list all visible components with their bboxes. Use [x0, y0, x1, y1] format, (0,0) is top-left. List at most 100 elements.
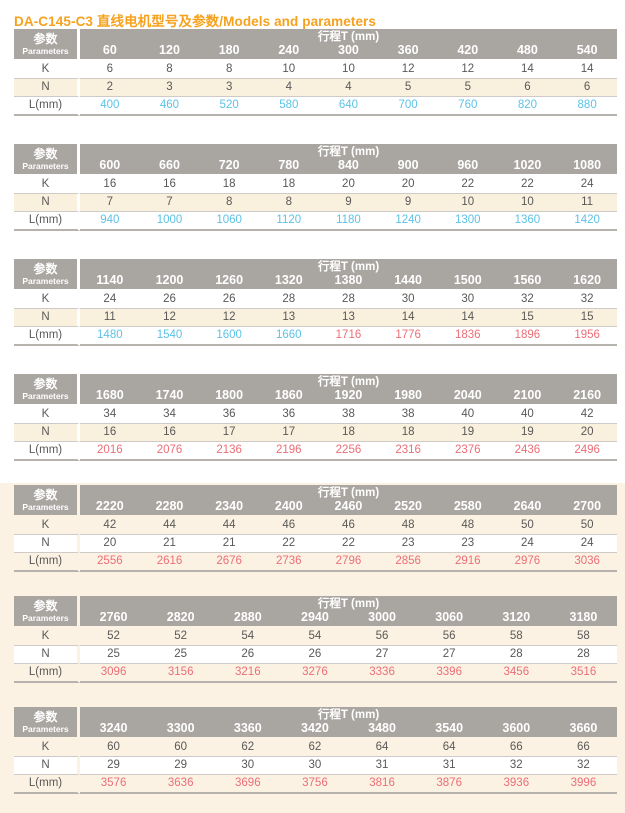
l-value-cell: 2976	[497, 553, 558, 572]
table-header: 参数 Parameters 行程T (mm) 600 660 720 780 840 90…	[14, 144, 617, 176]
l-value-cell: 880	[557, 97, 617, 116]
k-value-cell: 30	[378, 291, 438, 309]
k-value-cell: 40	[437, 406, 498, 424]
n-value-cell: 30	[281, 757, 349, 775]
k-value-cell: 18	[258, 176, 319, 194]
l-value-cell: 1836	[437, 327, 498, 346]
k-value-cell: 66	[482, 739, 550, 757]
l-value-cell: 820	[497, 97, 558, 116]
row-label-n: N	[14, 757, 80, 775]
stroke-header-cell: 行程T (mm)	[80, 29, 617, 44]
param-header-cell: 参数 Parameters	[14, 29, 80, 61]
l-value-cell: 2076	[139, 442, 200, 461]
l-row: L(mm) 400 460 520 580 640 700 760 820 880	[14, 97, 617, 116]
table-header: 参数 Parameters 行程T (mm) 3240 3300 3360 3420 3…	[14, 707, 617, 739]
param-label-zh: 参数	[33, 32, 58, 46]
n-value-cell: 21	[199, 535, 259, 553]
param-label-zh: 参数	[33, 488, 58, 502]
n-value-cell: 23	[378, 535, 438, 553]
stroke-value-cell: 3300	[147, 722, 215, 739]
k-value-cell: 14	[557, 61, 617, 79]
stroke-values-row: 3240 3300 3360 3420 3480 3540 3600 3660	[14, 722, 617, 739]
k-value-cell: 16	[139, 176, 200, 194]
l-value-cell: 3816	[348, 775, 416, 794]
l-value-cell: 460	[139, 97, 200, 116]
l-row: L(mm) 940 1000 1060 1120 1180 1240 1300 1360 142…	[14, 212, 617, 231]
stroke-value-cell: 480	[497, 44, 558, 61]
stroke-value-cell: 2460	[318, 500, 379, 517]
l-value-cell: 1180	[318, 212, 379, 231]
k-value-cell: 44	[199, 517, 259, 535]
k-value-cell: 32	[497, 291, 558, 309]
l-value-cell: 3396	[415, 664, 483, 683]
n-value-cell: 31	[348, 757, 416, 775]
row-label-n: N	[14, 79, 80, 97]
n-value-cell: 28	[482, 646, 550, 664]
row-label-l: L(mm)	[14, 775, 80, 794]
param-label-en: Parameters	[22, 724, 69, 734]
stroke-values-row: 600 660 720 780 840 900 960 1020 1080	[14, 159, 617, 176]
k-row: K 16 16 18 18 20 20 22 22 24	[14, 176, 617, 194]
l-row: L(mm) 1480 1540 1600 1660 1716 1776 1836 1896 19…	[14, 327, 617, 346]
stroke-value-cell: 2760	[80, 611, 148, 628]
k-value-cell: 30	[437, 291, 498, 309]
row-label-n: N	[14, 309, 80, 327]
stroke-value-cell: 3600	[482, 722, 550, 739]
stroke-value-cell: 1380	[318, 274, 379, 291]
row-label-l: L(mm)	[14, 327, 80, 346]
stroke-value-cell: 3660	[549, 722, 617, 739]
row-label-l: L(mm)	[14, 664, 80, 683]
l-value-cell: 2316	[378, 442, 438, 461]
param-label-en: Parameters	[22, 276, 69, 286]
n-value-cell: 16	[139, 424, 200, 442]
n-value-cell: 5	[437, 79, 498, 97]
k-value-cell: 14	[497, 61, 558, 79]
l-value-cell: 2136	[199, 442, 259, 461]
stroke-value-cell: 540	[557, 44, 617, 61]
stroke-value-cell: 2640	[497, 500, 558, 517]
param-header-cell: 参数 Parameters	[14, 144, 80, 176]
n-value-cell: 29	[147, 757, 215, 775]
stroke-value-cell: 1860	[258, 389, 319, 406]
param-label-zh: 参数	[33, 710, 58, 724]
n-value-cell: 5	[378, 79, 438, 97]
k-value-cell: 42	[80, 517, 140, 535]
table-body: K 16 16 18 18 20 20 22 22 24 N 7 7 8 8 9 9 10 10 11 L(mm…	[14, 176, 617, 231]
k-value-cell: 48	[437, 517, 498, 535]
param-header-cell: 参数 Parameters	[14, 596, 80, 628]
param-header-cell: 参数 Parameters	[14, 259, 80, 291]
l-value-cell: 1120	[258, 212, 319, 231]
parameters-table: 参数 Parameters 行程T (mm) 600 660 720 780 840 90…	[14, 144, 617, 231]
stroke-value-cell: 3360	[214, 722, 282, 739]
n-value-cell: 22	[258, 535, 319, 553]
n-row: N 16 16 17 17 18 18 19 19 20	[14, 424, 617, 442]
l-value-cell: 2736	[258, 553, 319, 572]
k-row: K 34 34 36 36 38 38 40 40 42	[14, 406, 617, 424]
stroke-value-cell: 3120	[482, 611, 550, 628]
k-value-cell: 62	[214, 739, 282, 757]
n-row: N 11 12 12 13 13 14 14 15 15	[14, 309, 617, 327]
row-label-k: K	[14, 176, 80, 194]
stroke-value-cell: 300	[318, 44, 379, 61]
stroke-value-cell: 3480	[348, 722, 416, 739]
stroke-value-cell: 3540	[415, 722, 483, 739]
table-body: K 42 44 44 46 46 48 48 50 50 N 20 21 21 22 22 23 23 24 2…	[14, 517, 617, 572]
k-value-cell: 60	[80, 739, 148, 757]
k-value-cell: 22	[497, 176, 558, 194]
row-label-k: K	[14, 517, 80, 535]
n-value-cell: 25	[147, 646, 215, 664]
stroke-value-cell: 2400	[258, 500, 319, 517]
n-value-cell: 26	[281, 646, 349, 664]
n-value-cell: 16	[80, 424, 140, 442]
stroke-value-cell: 1980	[378, 389, 438, 406]
stroke-value-cell: 1200	[139, 274, 200, 291]
k-value-cell: 48	[378, 517, 438, 535]
k-value-cell: 38	[318, 406, 379, 424]
k-row: K 60 60 62 62 64 64 66 66	[14, 739, 617, 757]
k-value-cell: 64	[348, 739, 416, 757]
param-label-zh: 参数	[33, 377, 58, 391]
k-value-cell: 10	[318, 61, 379, 79]
n-value-cell: 32	[549, 757, 617, 775]
k-value-cell: 20	[318, 176, 379, 194]
